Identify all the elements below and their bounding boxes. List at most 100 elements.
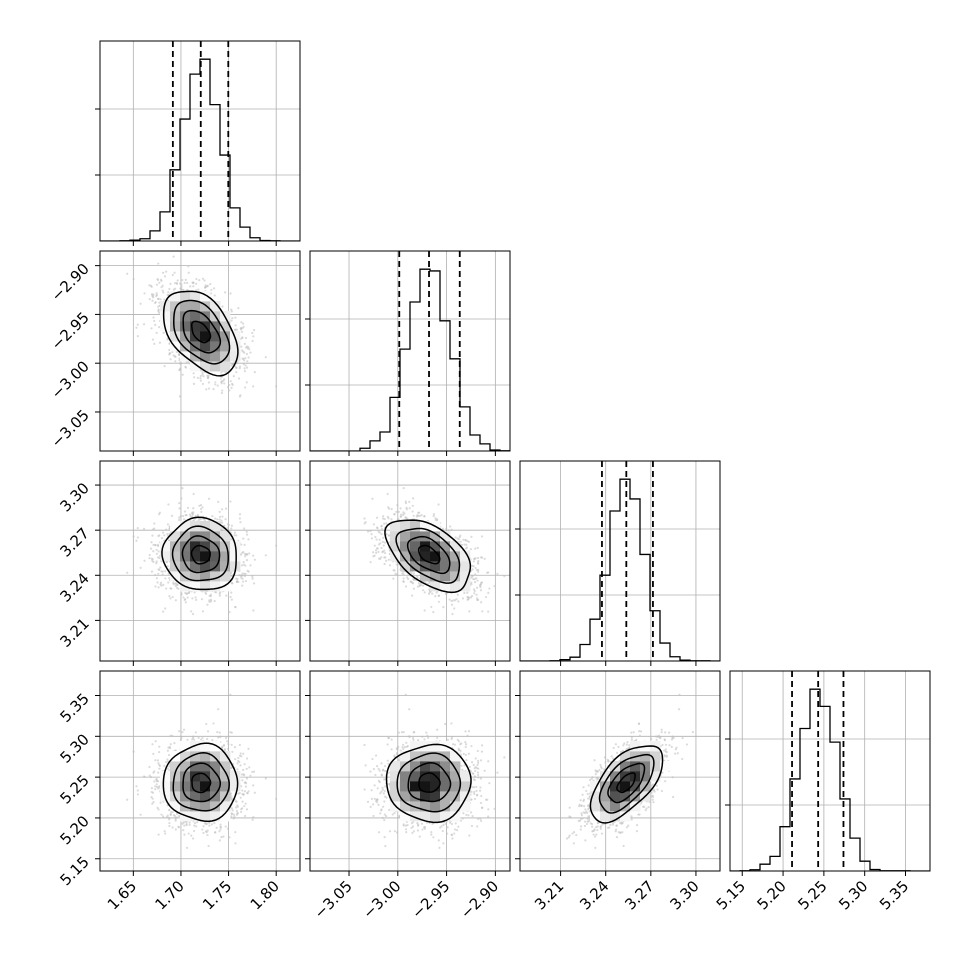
scatter-point <box>157 572 160 575</box>
scatter-point <box>221 515 224 518</box>
scatter-point <box>161 289 164 292</box>
scatter-point <box>232 375 235 378</box>
scatter-point <box>241 551 244 554</box>
scatter-point <box>163 275 167 278</box>
scatter-point <box>195 282 198 285</box>
scatter-point <box>157 568 160 571</box>
scatter-point <box>231 316 234 320</box>
density-cell <box>190 321 201 332</box>
scatter-point <box>245 345 249 348</box>
scatter-point <box>184 601 187 604</box>
density-cell <box>220 361 231 372</box>
scatter-point <box>202 375 205 378</box>
scatter-point <box>242 560 245 564</box>
scatter-point <box>178 282 182 285</box>
scatter-point <box>189 285 192 288</box>
scatter-point <box>192 492 195 496</box>
scatter-point <box>196 376 199 379</box>
scatter-point <box>178 353 181 357</box>
scatter-point <box>234 606 237 609</box>
scatter-point <box>242 350 245 353</box>
scatter-point <box>165 587 168 590</box>
scatter-point <box>170 587 173 590</box>
scatter-point <box>173 271 176 274</box>
scatter-point <box>253 558 256 561</box>
density-cell <box>170 321 181 332</box>
scatter-point <box>135 326 138 329</box>
density-cell <box>200 351 211 362</box>
scatter-point <box>143 559 146 562</box>
scatter-point <box>252 385 255 388</box>
scatter-point <box>251 577 254 580</box>
contour-1-0-1 <box>182 309 222 354</box>
scatter-point <box>164 607 167 610</box>
scatter-point <box>229 292 232 295</box>
density-cell <box>160 301 171 312</box>
density-cell <box>190 291 201 302</box>
scatter-point <box>171 350 174 354</box>
scatter-point <box>238 574 241 577</box>
scatter-point <box>252 582 256 585</box>
scatter-point <box>243 575 246 578</box>
scatter-point <box>246 360 249 363</box>
scatter-point <box>193 376 196 379</box>
scatter-point <box>176 279 179 282</box>
density-cell <box>200 361 211 372</box>
scatter-point <box>160 570 163 573</box>
scatter-point <box>233 531 237 534</box>
scatter-point <box>240 321 243 324</box>
scatter-point <box>230 591 233 594</box>
density-cell <box>170 311 181 322</box>
density-cell <box>200 331 211 342</box>
scatter-point <box>185 592 188 596</box>
density-cell <box>210 361 221 372</box>
density-cell <box>220 341 231 352</box>
scatter-point <box>192 372 195 375</box>
scatter-point <box>136 334 139 338</box>
scatter-point <box>242 325 245 328</box>
scatter-point <box>235 580 239 583</box>
scatter-point <box>143 292 146 295</box>
scatter-point <box>230 319 233 322</box>
scatter-point <box>200 510 203 514</box>
scatter-point <box>247 538 250 541</box>
scatter-point <box>245 530 248 533</box>
scatter-point <box>188 591 191 594</box>
density-cell <box>210 301 221 312</box>
scatter-point <box>165 528 168 531</box>
scatter-point <box>238 395 241 398</box>
scatter-point <box>220 519 223 522</box>
scatter-point <box>231 363 234 366</box>
scatter-point <box>242 322 245 325</box>
scatter-point <box>180 285 183 288</box>
scatter-point <box>218 515 222 518</box>
scatter-point <box>154 244 156 246</box>
scatter-point <box>220 380 223 383</box>
scatter-point <box>148 553 151 557</box>
scatter-point <box>252 554 255 557</box>
scatter-point <box>234 316 237 319</box>
scatter-point <box>200 598 204 601</box>
scatter-point <box>253 371 256 374</box>
scatter-point <box>175 586 179 589</box>
scatter-point <box>151 534 154 537</box>
scatter-point <box>172 255 175 258</box>
scatter-point <box>231 582 234 585</box>
scatter-point <box>210 288 213 292</box>
scatter-point <box>154 323 157 327</box>
scatter-point <box>152 316 155 319</box>
scatter-point <box>178 502 181 505</box>
scatter-point <box>155 292 158 295</box>
scatter-point <box>201 506 204 509</box>
scatter-point <box>228 389 231 392</box>
scatter-point <box>155 560 158 563</box>
scatter-point <box>252 335 255 338</box>
scatter-point <box>186 506 190 509</box>
scatter-point <box>199 377 202 380</box>
scatter-point <box>187 271 190 274</box>
scatter-point <box>237 377 241 380</box>
scatter-point <box>165 270 168 273</box>
scatter-point <box>179 514 182 518</box>
panel-frame-0-0 <box>99 40 301 242</box>
scatter-point <box>192 507 195 510</box>
